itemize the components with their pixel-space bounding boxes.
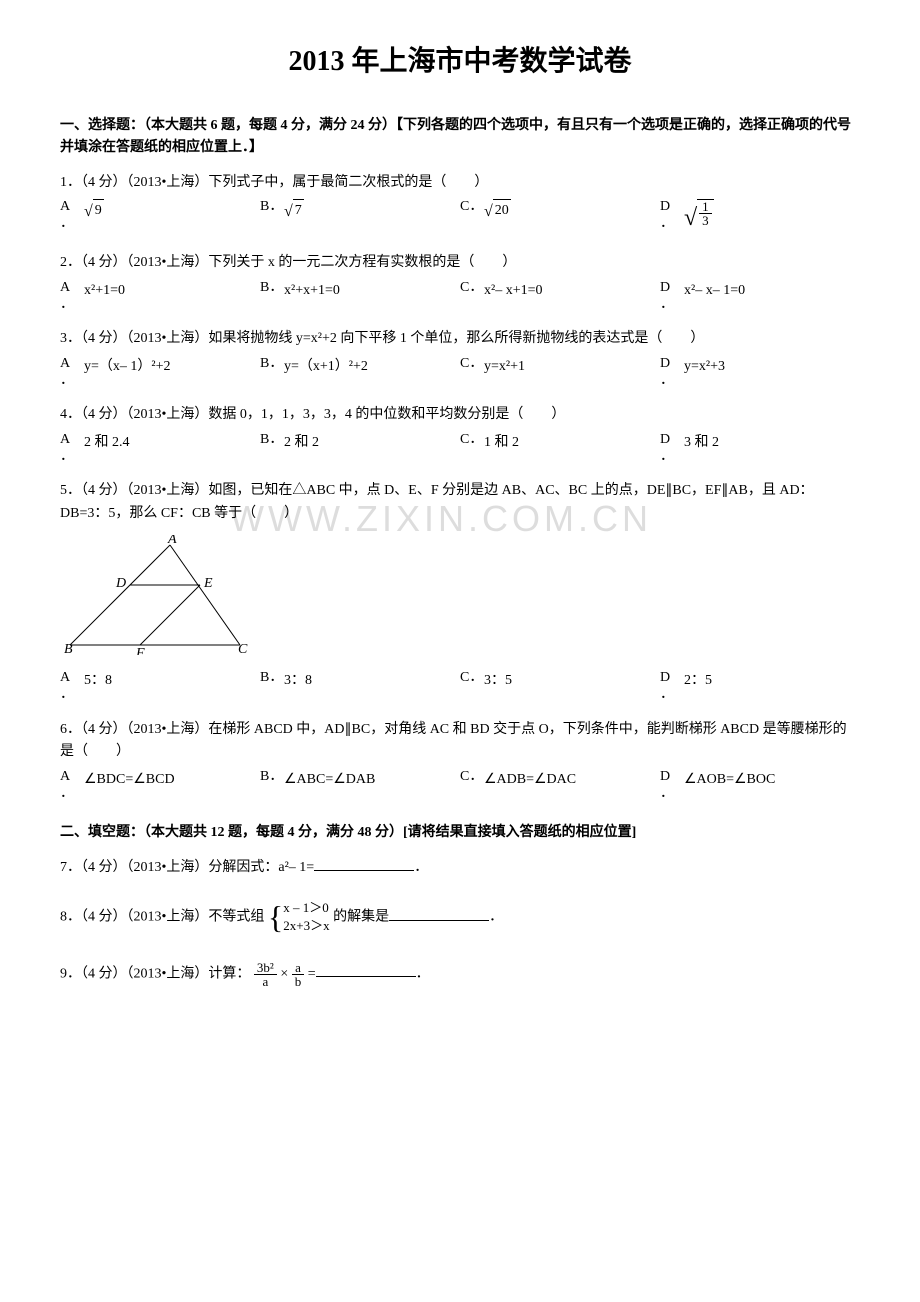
triangle-diagram: A B C D E F — [60, 535, 250, 655]
q9-pre: 9．（4 分）（2013•上海）计算： — [60, 966, 250, 981]
q4-text: 4．（4 分）（2013•上海）数据 0，1，1，3，3，4 的中位数和平均数分… — [60, 404, 860, 426]
q9-blank — [316, 963, 416, 977]
q3-optA: A．y=（x– 1）²+2 — [60, 356, 260, 390]
q1-optB: B． √7 — [260, 199, 460, 237]
q8-row1: x – 1＞0 — [283, 899, 329, 917]
q5-optB: B．3：8 — [260, 670, 460, 704]
q2-options: A．x²+1=0 B．x²+x+1=0 C．x²– x+1=0 D．x²– x–… — [60, 280, 860, 314]
q2-optC: C．x²– x+1=0 — [460, 280, 660, 314]
label-F: F — [135, 646, 145, 655]
q9-frac2: ab — [292, 961, 305, 988]
q8-row2: 2x+3＞x — [283, 917, 329, 935]
section1-header: 一、选择题：（本大题共 6 题，每题 4 分，满分 24 分）【下列各题的四个选… — [60, 115, 860, 160]
q7-blank — [314, 857, 414, 871]
q9: 9．（4 分）（2013•上海）计算： 3b²a × ab = ． — [60, 961, 860, 988]
q1-optA: A． √9 — [60, 199, 260, 237]
q6-options: A．∠BDC=∠BCD B．∠ABC=∠DAB C．∠ADB=∠DAC D．∠A… — [60, 769, 860, 803]
q9-post: ． — [416, 966, 430, 981]
q6-optA: A．∠BDC=∠BCD — [60, 769, 260, 803]
q6-optD: D．∠AOB=∠BOC — [660, 769, 860, 803]
q2-optB: B．x²+x+1=0 — [260, 280, 460, 314]
q1-optC: C． √20 — [460, 199, 660, 237]
sqrt-icon: √ — [484, 199, 493, 225]
q8-mid: 的解集是 — [333, 910, 389, 925]
q8-pre: 8．（4 分）（2013•上海）不等式组 — [60, 910, 264, 925]
q6-text: 6．（4 分）（2013•上海）在梯形 ABCD 中，AD∥BC，对角线 AC … — [60, 719, 860, 764]
q5-optC: C．3：5 — [460, 670, 660, 704]
sqrt-icon: √ — [84, 199, 93, 225]
q1-optD: D． √13 — [660, 199, 860, 237]
q7: 7．（4 分）（2013•上海）分解因式：a²– 1= ． — [60, 857, 860, 879]
label-D: D — [115, 576, 126, 591]
q9-frac1: 3b²a — [254, 961, 277, 988]
q6-optC: C．∠ADB=∠DAC — [460, 769, 660, 803]
q5-options: A．5：8 B．3：8 C．3：5 D．2：5 — [60, 670, 860, 704]
q4-optB: B．2 和 2 — [260, 432, 460, 466]
section2-header: 二、填空题：（本大题共 12 题，每题 4 分，满分 48 分）[请将结果直接填… — [60, 822, 860, 844]
q3-optD: D．y=x²+3 — [660, 356, 860, 390]
q4-options: A．2 和 2.4 B．2 和 2 C．1 和 2 D．3 和 2 — [60, 432, 860, 466]
q3-text: 3．（4 分）（2013•上海）如果将抛物线 y=x²+2 向下平移 1 个单位… — [60, 328, 860, 350]
page-title: 2013 年上海市中考数学试卷 — [60, 40, 860, 85]
q3-optB: B．y=（x+1）²+2 — [260, 356, 460, 390]
q2-text: 2．（4 分）（2013•上海）下列关于 x 的一元二次方程有实数根的是（ ） — [60, 252, 860, 274]
q8-system: { x – 1＞0 2x+3＞x — [268, 899, 330, 935]
q8: 8．（4 分）（2013•上海）不等式组 { x – 1＞0 2x+3＞x 的解… — [60, 899, 860, 935]
q6-optB: B．∠ABC=∠DAB — [260, 769, 460, 803]
sqrt-icon: √ — [284, 199, 293, 225]
brace-icon: { — [268, 901, 283, 933]
q1-options: A． √9 B． √7 C． √20 D． √13 — [60, 199, 860, 237]
q3-optC: C．y=x²+1 — [460, 356, 660, 390]
q9-times: × — [280, 966, 288, 981]
q4-optA: A．2 和 2.4 — [60, 432, 260, 466]
q4-optD: D．3 和 2 — [660, 432, 860, 466]
q9-eq: = — [308, 966, 316, 981]
q2-optD: D．x²– x– 1=0 — [660, 280, 860, 314]
label-B: B — [64, 642, 73, 655]
q8-blank — [389, 907, 489, 921]
label-C: C — [238, 642, 248, 655]
q2-optA: A．x²+1=0 — [60, 280, 260, 314]
q5-text: 5．（4 分）（2013•上海）如图，已知在△ABC 中，点 D、E、F 分别是… — [60, 480, 860, 525]
label-E: E — [203, 576, 213, 591]
q5-optD: D．2：5 — [660, 670, 860, 704]
q8-post: ． — [489, 910, 503, 925]
q7-pre: 7．（4 分）（2013•上海）分解因式：a²– 1= — [60, 860, 314, 875]
q5-optA: A．5：8 — [60, 670, 260, 704]
q4-optC: C．1 和 2 — [460, 432, 660, 466]
label-A: A — [167, 535, 177, 547]
q7-post: ． — [414, 860, 428, 875]
q3-options: A．y=（x– 1）²+2 B．y=（x+1）²+2 C．y=x²+1 D．y=… — [60, 356, 860, 390]
q1-text: 1．（4 分）（2013•上海）下列式子中，属于最简二次根式的是（ ） — [60, 172, 860, 194]
sqrt-icon: √ — [684, 199, 697, 237]
